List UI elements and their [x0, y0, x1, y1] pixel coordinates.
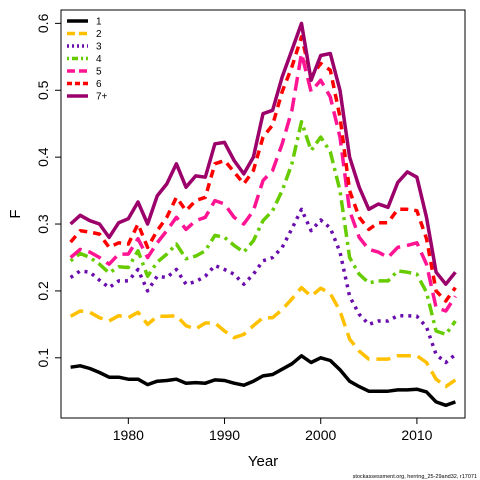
x-axis-title: Year	[248, 453, 278, 470]
x-tick-label: 1990	[209, 427, 240, 443]
plot-frame	[60, 9, 466, 419]
legend-label: 7+	[96, 92, 108, 103]
series-line-1	[70, 354, 456, 408]
y-axis: 0.1 0.2 0.3 0.4 0.5 0.6	[35, 13, 61, 368]
legend-label: 5	[96, 67, 102, 78]
y-tick-label: 0.1	[35, 348, 51, 368]
y-tick-label: 0.5	[35, 80, 51, 100]
legend-label: 2	[96, 29, 102, 40]
series-line-4	[69, 119, 457, 337]
y-axis-title: F	[7, 209, 24, 218]
legend-label: 6	[96, 79, 102, 90]
y-tick-label: 0.2	[35, 281, 51, 301]
series-line-3	[69, 207, 457, 365]
series-line-5	[69, 51, 457, 313]
y-tick-label: 0.4	[35, 147, 51, 167]
legend-label: 1	[96, 17, 102, 28]
legend: 12 34 56 7+	[67, 17, 108, 103]
x-tick-label: 2010	[401, 427, 432, 443]
legend-label: 3	[96, 42, 102, 53]
y-tick-label: 0.3	[35, 214, 51, 234]
series-layer	[69, 21, 457, 408]
x-axis: 1980 1990 2000 2010	[113, 418, 433, 443]
series-line-2	[69, 285, 457, 389]
series-line-6	[69, 35, 457, 303]
x-tick-label: 2000	[305, 427, 336, 443]
x-tick-label: 1980	[113, 427, 144, 443]
series-line-7plus	[69, 21, 457, 286]
legend-label: 4	[96, 54, 102, 65]
y-tick-label: 0.6	[35, 13, 51, 33]
footnote: stockassessment.org, herring_25-29and32,…	[353, 474, 477, 480]
